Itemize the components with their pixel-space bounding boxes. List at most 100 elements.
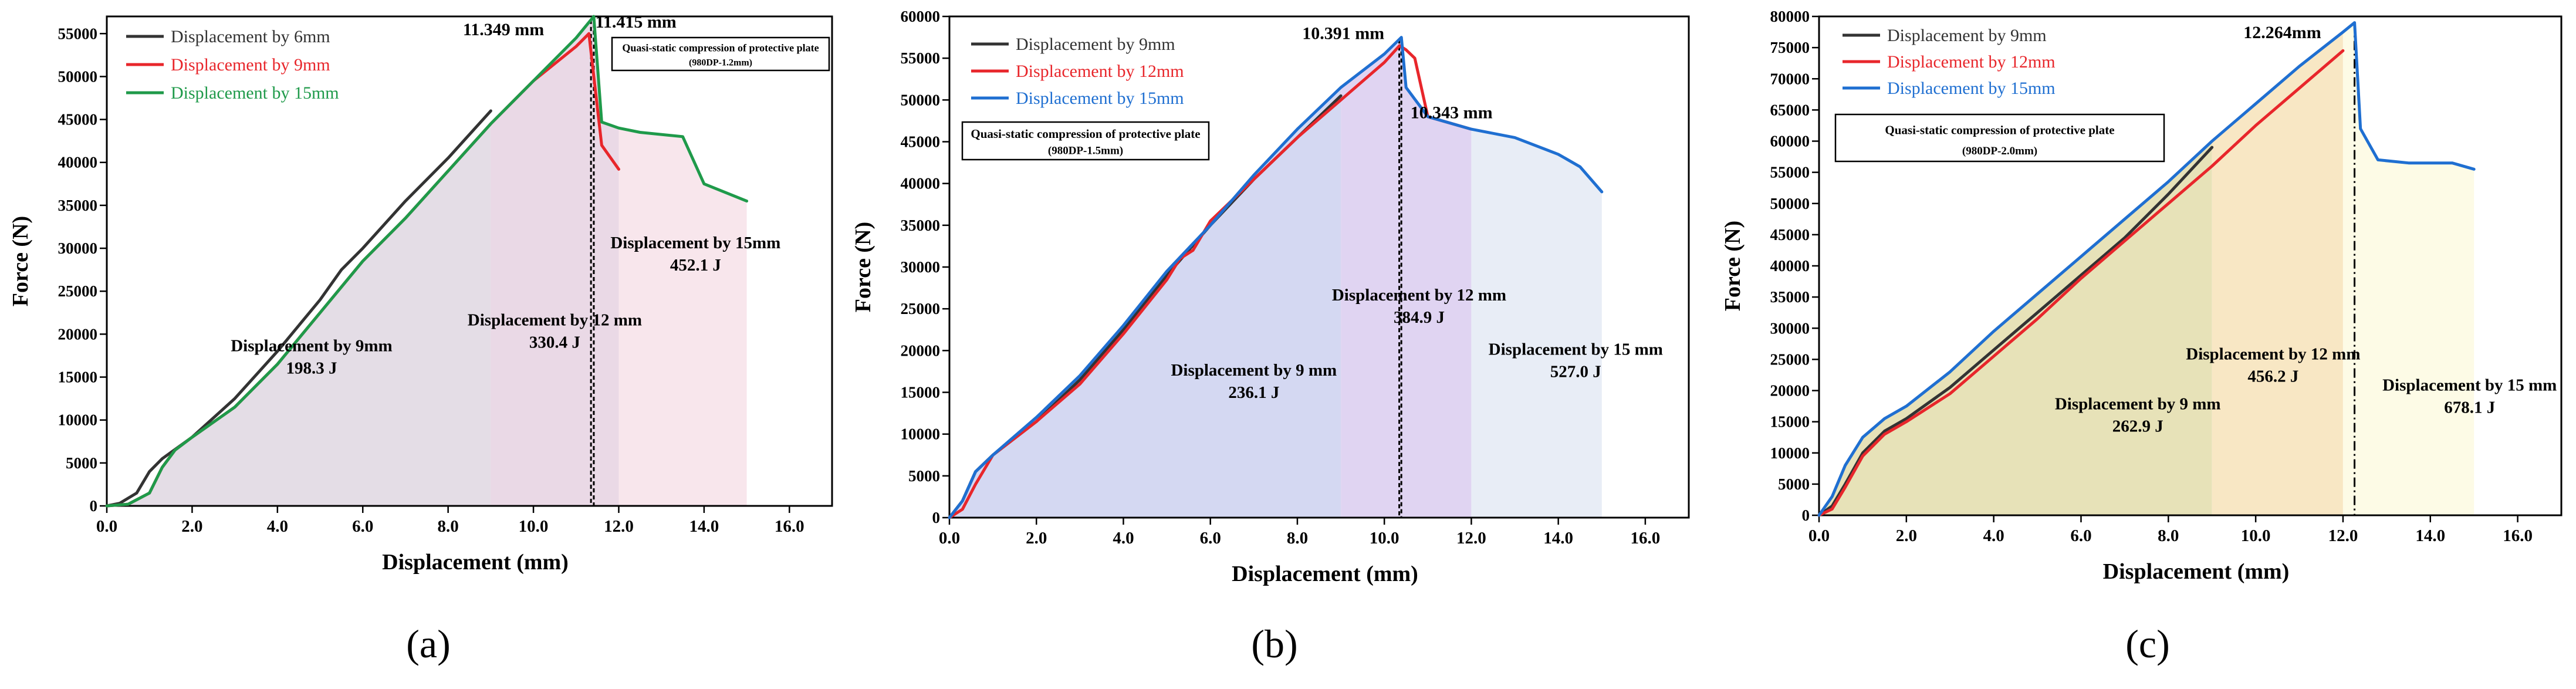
y-axis-label: Force (N) bbox=[1720, 221, 1745, 311]
series-line-2 bbox=[1817, 21, 2476, 517]
y-tick-label: 20000 bbox=[58, 325, 98, 343]
y-tick-label: 80000 bbox=[1770, 8, 1810, 25]
chart-panel-1: 0 5000 10000 15000 20000 25000 30000 35000 40000… bbox=[851, 8, 1690, 666]
panel-label: (b) bbox=[1251, 622, 1297, 666]
region-energy-1: 330.4 J bbox=[529, 333, 580, 352]
y-tick-label: 45000 bbox=[58, 111, 98, 129]
y-tick-label: 60000 bbox=[1770, 133, 1810, 150]
y-axis-label: Force (N) bbox=[8, 216, 33, 306]
energy-region-2 bbox=[1471, 129, 1602, 518]
panel-label: (c) bbox=[2125, 622, 2169, 666]
energy-region-1 bbox=[2212, 32, 2343, 516]
y-tick-label: 5000 bbox=[1778, 475, 1810, 493]
y-tick-label: 60000 bbox=[901, 8, 941, 25]
region-energy-0: 236.1 J bbox=[1228, 383, 1279, 402]
x-tick-label: 2.0 bbox=[1026, 529, 1047, 548]
region-label-0: Displacement by 9 mm bbox=[2055, 394, 2221, 413]
legend-entry-0: Displacement by 9mm bbox=[1887, 26, 2047, 45]
info-box-subtitle: (980DP-2.0mm) bbox=[1962, 145, 2037, 157]
y-tick-label: 20000 bbox=[1770, 382, 1810, 400]
y-tick-label: 30000 bbox=[901, 258, 941, 276]
region-label-2: Displacement by 15mm bbox=[610, 234, 780, 252]
y-tick-label: 35000 bbox=[58, 197, 98, 214]
series-line-2 bbox=[948, 36, 1604, 519]
y-tick-label: 35000 bbox=[1770, 288, 1810, 306]
y-tick-label: 35000 bbox=[901, 217, 941, 234]
y-tick-label: 10000 bbox=[58, 411, 98, 429]
region-energy-1: 384.9 J bbox=[1394, 308, 1445, 327]
info-box bbox=[1834, 113, 2165, 163]
y-tick-label: 0 bbox=[90, 497, 98, 515]
x-axis-label: Displacement (mm) bbox=[382, 550, 569, 575]
y-tick-label: 45000 bbox=[901, 133, 941, 151]
x-tick-label: 6.0 bbox=[1200, 529, 1221, 548]
x-tick-label: 14.0 bbox=[689, 517, 719, 536]
y-tick-label: 55000 bbox=[901, 49, 941, 67]
y-tick-label: 50000 bbox=[1770, 195, 1810, 212]
x-tick-label: 14.0 bbox=[2415, 526, 2445, 545]
y-tick-label: 10000 bbox=[1770, 444, 1810, 462]
y-tick-label: 45000 bbox=[1770, 226, 1810, 244]
y-tick-label: 25000 bbox=[901, 300, 941, 318]
info-box-subtitle: (980DP-1.2mm) bbox=[689, 58, 752, 68]
x-tick-label: 0.0 bbox=[939, 529, 960, 548]
info-box-title: Quasi-static compression of protective p… bbox=[971, 127, 1200, 141]
x-tick-label: 10.0 bbox=[2241, 526, 2271, 545]
region-energy-2: 452.1 J bbox=[670, 256, 721, 275]
x-tick-label: 12.0 bbox=[604, 517, 634, 536]
y-tick-label: 0 bbox=[1802, 506, 1810, 524]
legend-entry-1: Displacement by 9mm bbox=[171, 55, 330, 75]
region-label-2: Displacement by 15 mm bbox=[1489, 340, 1663, 359]
chart-panel-0: 0 5000 10000 15000 20000 25000 30000 35000 40000… bbox=[8, 12, 833, 666]
peak-annotation-1: 11.415 mm bbox=[595, 12, 676, 32]
y-tick-label: 15000 bbox=[1770, 413, 1810, 431]
y-tick-label: 50000 bbox=[901, 91, 941, 109]
x-tick-label: 8.0 bbox=[1287, 529, 1308, 548]
series-line-2 bbox=[105, 15, 749, 508]
legend-entry-2: Displacement by 15mm bbox=[1887, 79, 2056, 98]
y-tick-label: 65000 bbox=[1770, 101, 1810, 119]
info-box-title: Quasi-static compression of protective p… bbox=[1885, 123, 2114, 137]
energy-region-2 bbox=[618, 128, 747, 506]
info-box bbox=[611, 36, 830, 72]
y-tick-label: 40000 bbox=[58, 154, 98, 171]
y-tick-label: 50000 bbox=[58, 67, 98, 85]
region-label-0: Displacement by 9 mm bbox=[1171, 361, 1337, 380]
y-tick-label: 10000 bbox=[901, 425, 941, 443]
x-tick-label: 0.0 bbox=[1808, 526, 1830, 545]
y-tick-label: 55000 bbox=[1770, 164, 1810, 181]
y-tick-label: 5000 bbox=[66, 454, 97, 472]
energy-region-1 bbox=[491, 17, 619, 506]
x-tick-label: 16.0 bbox=[1631, 529, 1661, 548]
x-tick-label: 14.0 bbox=[1543, 529, 1573, 548]
peak-annotation-0: 10.391 mm bbox=[1302, 23, 1384, 43]
series-line-0 bbox=[105, 109, 492, 508]
region-energy-2: 678.1 J bbox=[2444, 398, 2495, 417]
region-label-0: Displacement by 9mm bbox=[231, 337, 392, 356]
region-energy-2: 527.0 J bbox=[1550, 362, 1601, 381]
y-tick-label: 20000 bbox=[901, 342, 941, 359]
peak-annotation-0: 11.349 mm bbox=[463, 20, 544, 39]
y-tick-label: 75000 bbox=[1770, 39, 1810, 56]
x-tick-label: 12.0 bbox=[2328, 526, 2358, 545]
energy-region-0 bbox=[107, 123, 491, 506]
legend-entry-2: Displacement by 15mm bbox=[171, 83, 339, 103]
region-energy-1: 456.2 J bbox=[2247, 367, 2298, 386]
y-tick-label: 40000 bbox=[1770, 257, 1810, 275]
region-energy-0: 262.9 J bbox=[2112, 417, 2163, 435]
x-tick-label: 12.0 bbox=[1456, 529, 1486, 548]
peak-annotation-1: 10.343 mm bbox=[1411, 103, 1493, 123]
x-tick-label: 6.0 bbox=[2070, 526, 2091, 545]
x-tick-label: 4.0 bbox=[267, 517, 288, 536]
energy-region-2 bbox=[2342, 23, 2474, 515]
legend-entry-0: Displacement by 9mm bbox=[1016, 35, 1175, 54]
legend-entry-1: Displacement by 12mm bbox=[1887, 52, 2056, 72]
panel-label: (a) bbox=[406, 622, 450, 666]
series-line-0 bbox=[1817, 146, 2214, 517]
y-tick-label: 25000 bbox=[58, 282, 98, 300]
y-tick-label: 25000 bbox=[1770, 350, 1810, 368]
y-tick-label: 5000 bbox=[908, 467, 940, 485]
info-box-title: Quasi-static compression of protective p… bbox=[622, 42, 819, 54]
legend-entry-1: Displacement by 12mm bbox=[1016, 62, 1184, 81]
